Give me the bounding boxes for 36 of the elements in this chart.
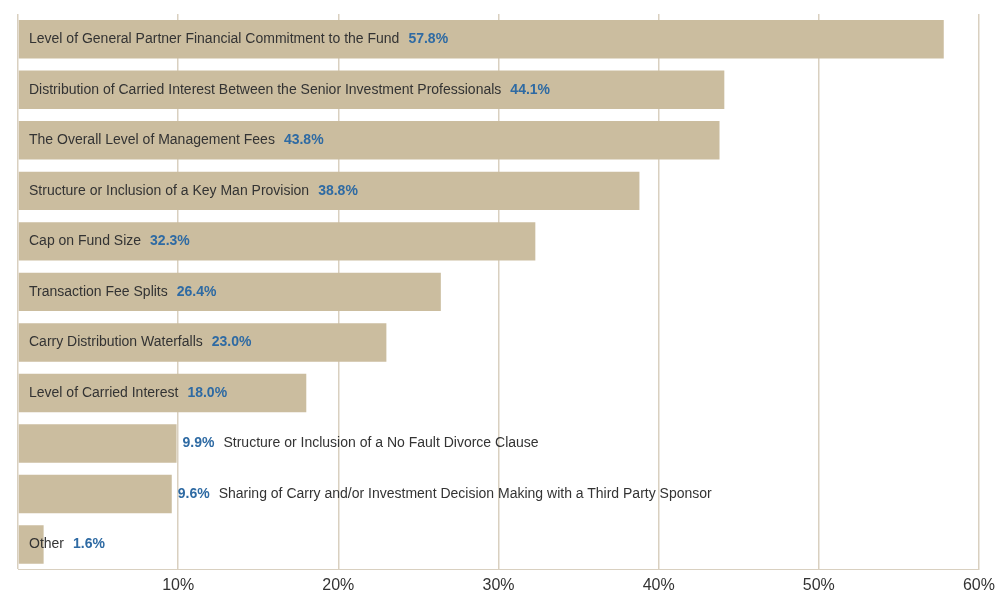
y-tick-label: Carry Distribution Waterfalls xyxy=(29,333,203,350)
y-tick-label: Structure or Inclusion of a No Fault Divorce Clause xyxy=(223,434,539,451)
bar xyxy=(18,474,172,514)
y-tick-label: Sharing of Carry and/or Investment Decision Making with a Third Party Sponsor xyxy=(218,484,713,501)
data-label: 43.8% xyxy=(283,131,325,148)
data-label: 1.6% xyxy=(73,535,106,552)
data-label: 23.0% xyxy=(211,333,252,350)
data-label: 26.4% xyxy=(176,282,218,299)
bar xyxy=(18,272,441,312)
data-label: 57.8% xyxy=(408,30,449,47)
data-label: 9.6% xyxy=(177,484,211,501)
y-tick-label: Transaction Fee Splits xyxy=(29,282,168,299)
y-tick-label: Level of Carried Interest xyxy=(29,383,179,400)
data-label: 38.8% xyxy=(318,181,359,198)
x-tick-label: 40% xyxy=(642,575,675,593)
data-label: 18.0% xyxy=(187,383,228,400)
bar xyxy=(18,171,640,211)
x-tick-label: 20% xyxy=(322,575,355,593)
x-tick-label: 60% xyxy=(962,575,995,593)
bar xyxy=(18,323,387,362)
bar xyxy=(18,222,536,261)
y-tick-label: The Overall Level of Management Fees xyxy=(29,131,275,148)
data-label: 9.9% xyxy=(182,434,216,451)
y-tick-label: Distribution of Carried Interest Between the Senior Investment Professionals xyxy=(29,80,502,97)
bar xyxy=(18,121,720,160)
bar xyxy=(18,424,177,463)
x-tick-label: 30% xyxy=(482,575,515,593)
data-label: 32.3% xyxy=(150,232,191,249)
x-tick-label: 10% xyxy=(162,575,195,593)
y-tick-label: Structure or Inclusion of a Key Man Provision xyxy=(29,181,310,198)
y-tick-label: Other xyxy=(29,535,65,552)
y-tick-label: Cap on Fund Size xyxy=(29,232,142,249)
x-tick-label: 50% xyxy=(802,575,835,593)
bar xyxy=(18,20,944,59)
data-label: 44.1% xyxy=(510,80,551,97)
y-tick-label: Level of General Partner Financial Commitment to the Fund xyxy=(29,30,400,47)
